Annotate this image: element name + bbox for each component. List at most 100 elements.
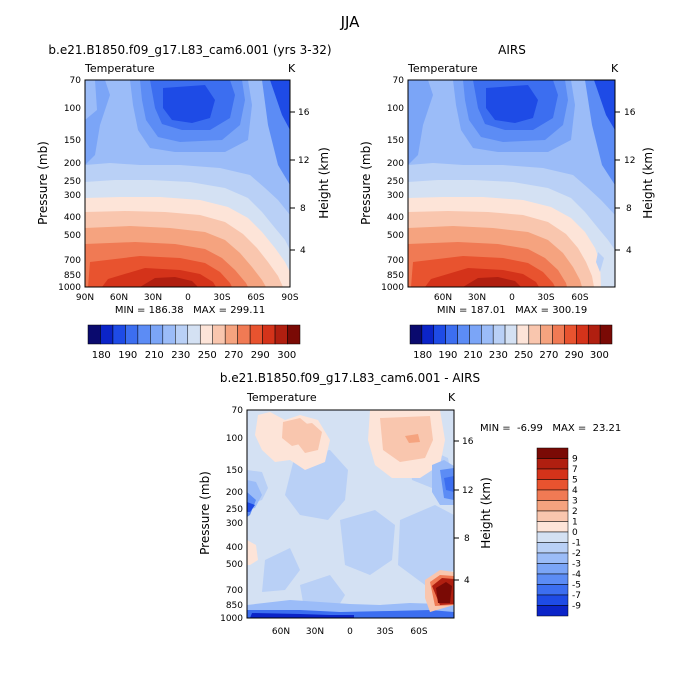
height-tick-label: 4 xyxy=(626,246,632,256)
units-label: K xyxy=(288,62,296,75)
colorbar-swatch xyxy=(137,324,151,345)
panel-title: b.e21.B1850.f09_g17.L83_cam6.001 (yrs 3-… xyxy=(48,43,331,57)
colorbar-label: -7 xyxy=(572,591,581,601)
height-tick-label: 8 xyxy=(464,534,470,544)
y-tick-label: 200 xyxy=(387,159,404,169)
x-tick-label: 30S xyxy=(376,627,393,637)
colorbar-swatch xyxy=(287,324,301,345)
colorbar-label: 3 xyxy=(572,497,578,507)
colorbar-swatch xyxy=(536,531,569,543)
panel-airs: AIRS Temperature K 70 100 xyxy=(359,43,655,361)
colorbar-label: -4 xyxy=(572,570,581,580)
x-tick-label: 30S xyxy=(537,293,554,303)
x-tick-label: 0 xyxy=(185,293,191,303)
colorbar-swatch xyxy=(516,324,530,345)
colorbar-label: 5 xyxy=(572,476,578,486)
colorbar-label: -9 xyxy=(572,602,581,612)
colorbar-label: 230 xyxy=(489,350,508,361)
colorbar-swatch xyxy=(175,324,189,345)
colorbar-label: 4 xyxy=(572,486,578,496)
colorbar-swatch xyxy=(125,324,139,345)
x-tick-label: 0 xyxy=(347,627,353,637)
colorbar: 180 190 210 230 250 270 290 300 xyxy=(409,324,613,361)
y-tick-label: 850 xyxy=(387,271,404,281)
y-tick-label: 400 xyxy=(387,213,404,223)
x-tick-label: 60S xyxy=(247,293,264,303)
y-tick-label: 200 xyxy=(64,159,81,169)
colorbar-swatch xyxy=(249,324,263,345)
colorbar-swatch xyxy=(536,552,569,564)
x-tick-label: 0 xyxy=(509,293,515,303)
y-tick-label: 300 xyxy=(226,519,243,529)
y-tick-label: 70 xyxy=(232,406,244,416)
colorbar-swatch xyxy=(540,324,553,345)
colorbar-swatch xyxy=(187,324,201,345)
height-tick-label: 12 xyxy=(298,156,309,166)
temperature-field xyxy=(85,80,290,287)
colorbar-label: 1 xyxy=(572,518,578,528)
panel-model: b.e21.B1850.f09_g17.L83_cam6.001 (yrs 3-… xyxy=(36,43,332,361)
min-max-stats: MIN = 186.38 MAX = 299.11 xyxy=(115,305,265,316)
height-tick-label: 8 xyxy=(300,204,306,214)
colorbar-swatch xyxy=(536,500,569,512)
colorbar-swatch xyxy=(274,324,288,345)
colorbar-label: 180 xyxy=(92,350,111,361)
x-tick-label: 30N xyxy=(306,627,324,637)
colorbar-swatch xyxy=(587,324,601,345)
panel-title: b.e21.B1850.f09_g17.L83_cam6.001 - AIRS xyxy=(220,371,480,385)
height-tick-label: 8 xyxy=(626,204,632,214)
colorbar-label: 190 xyxy=(118,350,137,361)
y-tick-label: 70 xyxy=(70,76,82,86)
colorbar-label: 270 xyxy=(224,350,243,361)
x-tick-label: 60S xyxy=(571,293,588,303)
panel-title: AIRS xyxy=(498,43,526,57)
colorbar-label: 250 xyxy=(514,350,533,361)
colorbar-swatch xyxy=(100,324,114,345)
height-tick-label: 12 xyxy=(462,486,473,496)
y-tick-label: 500 xyxy=(226,560,243,570)
y-tick-label: 250 xyxy=(64,177,81,187)
colorbar-swatch xyxy=(552,324,565,345)
x-axis: 60N 30N 0 30S 60S xyxy=(434,293,589,303)
panel-subtitle: Temperature xyxy=(84,62,155,75)
height-axis-label: Height (km) xyxy=(641,147,655,218)
x-tick-label: 60S xyxy=(410,627,427,637)
height-axis: 16 12 8 4 xyxy=(615,108,636,256)
colorbar-swatch xyxy=(150,324,164,345)
colorbar-swatch xyxy=(199,324,213,345)
colorbar-label: 230 xyxy=(171,350,190,361)
colorbar-swatch xyxy=(469,324,482,345)
y-axis: 70 100 150 200 250 300 400 500 700 850 1… xyxy=(381,76,404,293)
colorbar-swatch xyxy=(262,324,276,345)
colorbar-swatch xyxy=(536,447,569,459)
height-axis-label: Height (km) xyxy=(479,477,493,548)
colorbar-swatch xyxy=(536,489,569,501)
colorbar-swatch xyxy=(536,458,569,470)
y-tick-label: 400 xyxy=(226,543,243,553)
y-tick-label: 700 xyxy=(226,586,243,596)
y-tick-label: 700 xyxy=(387,256,404,266)
y-tick-label: 250 xyxy=(387,177,404,187)
colorbar-label: 0 xyxy=(572,528,578,538)
height-tick-label: 4 xyxy=(300,246,306,256)
y-tick-label: 400 xyxy=(64,213,81,223)
units-label: K xyxy=(611,62,619,75)
y-tick-label: 100 xyxy=(64,104,81,114)
colorbar-label: 300 xyxy=(277,350,296,361)
x-tick-label: 30S xyxy=(213,293,230,303)
colorbar-label: -1 xyxy=(572,539,581,549)
x-tick-label: 30N xyxy=(468,293,486,303)
colorbar-swatch xyxy=(528,324,541,345)
colorbar-swatch xyxy=(481,324,494,345)
y-tick-label: 500 xyxy=(64,231,81,241)
y-tick-label: 150 xyxy=(226,466,243,476)
panel-difference: b.e21.B1850.f09_g17.L83_cam6.001 - AIRS … xyxy=(198,371,621,637)
x-axis: 90N 60N 30N 0 30S 60S 90S xyxy=(76,293,299,303)
colorbar-label: -3 xyxy=(572,560,581,570)
colorbar-swatch xyxy=(212,324,226,345)
colorbar-swatch xyxy=(576,324,589,345)
y-tick-label: 1000 xyxy=(381,283,404,293)
colorbar-label: 7 xyxy=(572,465,578,475)
colorbar-swatch xyxy=(599,324,613,345)
